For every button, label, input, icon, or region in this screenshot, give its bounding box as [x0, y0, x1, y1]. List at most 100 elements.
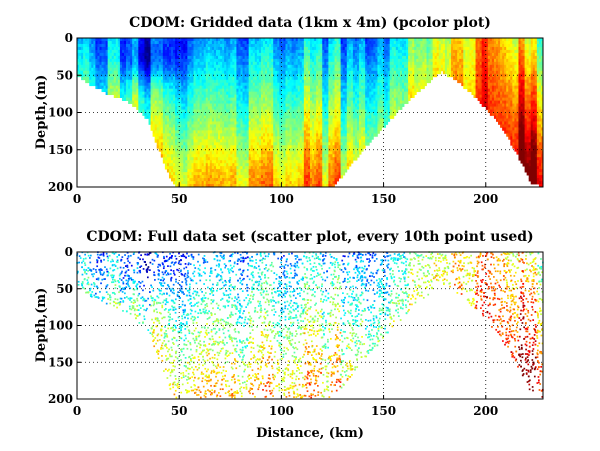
- pcolor-cell: [218, 133, 221, 137]
- pcolor-cell: [130, 79, 133, 84]
- pcolor-cell: [199, 49, 203, 54]
- pcolor-cell: [320, 166, 323, 170]
- pcolor-cell: [262, 100, 266, 104]
- pcolor-cell: [240, 181, 243, 185]
- pcolor-cell: [312, 130, 315, 134]
- pcolor-cell: [326, 49, 329, 54]
- pcolor-cell: [117, 91, 121, 96]
- pcolor-cell: [115, 49, 119, 54]
- pcolor-cell: [173, 100, 176, 104]
- pcolor-cell: [85, 55, 88, 60]
- pcolor-cell: [281, 82, 284, 87]
- pcolor-cell: [230, 91, 233, 96]
- pcolor-cell: [205, 109, 209, 113]
- pcolor-cell: [299, 79, 303, 84]
- pcolor-cell: [168, 133, 172, 137]
- pcolor-cell: [240, 151, 243, 155]
- pcolor-cell: [328, 40, 331, 45]
- pcolor-cell: [191, 40, 194, 45]
- pcolor-cell: [307, 133, 311, 137]
- pcolor-cell: [283, 100, 286, 104]
- pcolor-cell: [226, 67, 229, 72]
- pcolor-cell: [287, 38, 290, 42]
- pcolor-cell: [97, 55, 100, 60]
- pcolor-cell: [275, 61, 278, 66]
- pcolor-cell: [328, 85, 331, 90]
- pcolor-cell: [162, 46, 166, 51]
- pcolor-cell: [301, 76, 305, 81]
- pcolor-cell: [232, 79, 235, 84]
- pcolor-cell: [115, 76, 119, 81]
- pcolor-cell: [142, 106, 145, 110]
- pcolor-cell: [185, 85, 188, 90]
- pcolor-cell: [93, 43, 96, 48]
- pcolor-cell: [254, 175, 258, 179]
- pcolor-cell: [146, 88, 149, 93]
- pcolor-cell: [111, 67, 115, 72]
- pcolor-cell: [201, 166, 205, 170]
- pcolor-cell: [303, 175, 307, 179]
- pcolor-cell: [144, 55, 147, 60]
- pcolor-cell: [238, 106, 241, 110]
- pcolor-cell: [326, 166, 329, 170]
- pcolor-cell: [226, 91, 229, 96]
- pcolor-cell: [320, 88, 323, 93]
- pcolor-cell: [156, 106, 160, 110]
- pcolor-cell: [250, 79, 254, 84]
- pcolor-cell: [271, 121, 274, 125]
- pcolor-cell: [211, 142, 215, 146]
- pcolor-cell: [162, 40, 166, 45]
- pcolor-cell: [271, 166, 274, 170]
- pcolor-cell: [240, 133, 243, 137]
- pcolor-cell: [244, 130, 248, 134]
- pcolor-cell: [322, 157, 325, 161]
- pcolor-cell: [150, 124, 154, 128]
- pcolor-cell: [324, 109, 327, 113]
- pcolor-cell: [279, 55, 282, 60]
- pcolor-cell: [209, 79, 213, 84]
- pcolor-cell: [285, 79, 288, 84]
- pcolor-cell: [242, 172, 245, 176]
- pcolor-cell: [250, 100, 254, 104]
- pcolor-cell: [234, 88, 237, 93]
- pcolor-cell: [260, 85, 264, 90]
- pcolor-cell: [228, 79, 231, 84]
- pcolor-cell: [310, 145, 313, 149]
- pcolor-cell: [314, 73, 317, 78]
- pcolor-cell: [207, 97, 211, 101]
- pcolor-cell: [201, 82, 205, 87]
- pcolor-cell: [207, 112, 211, 116]
- pcolor-cell: [171, 88, 174, 93]
- pcolor-cell: [124, 38, 127, 42]
- pcolor-cell: [322, 55, 325, 60]
- pcolor-cell: [275, 160, 278, 164]
- pcolor-cell: [271, 76, 274, 81]
- pcolor-cell: [175, 130, 178, 134]
- pcolor-cell: [179, 52, 182, 57]
- pcolor-cell: [287, 124, 290, 128]
- pcolor-cell: [299, 181, 303, 185]
- pcolor-cell: [185, 172, 188, 176]
- pcolor-cell: [138, 67, 141, 72]
- pcolor-cell: [205, 163, 209, 167]
- pcolor-cell: [297, 38, 301, 42]
- pcolor-cell: [103, 73, 107, 78]
- pcolor-cell: [314, 169, 317, 173]
- pcolor-cell: [324, 88, 327, 93]
- pcolor-cell: [226, 181, 229, 185]
- pcolor-cell: [289, 94, 292, 98]
- pcolor-cell: [205, 112, 209, 116]
- pcolor-cell: [293, 91, 297, 96]
- pcolor-cell: [199, 55, 203, 60]
- pcolor-cell: [324, 130, 327, 134]
- pcolor-cell: [168, 61, 172, 66]
- pcolor-cell: [156, 145, 160, 149]
- pcolor-cell: [236, 136, 239, 140]
- pcolor-cell: [230, 61, 233, 66]
- pcolor-cell: [265, 184, 268, 188]
- pcolor-cell: [314, 97, 317, 101]
- pcolor-cell: [307, 85, 311, 90]
- pcolor-cell: [262, 151, 266, 155]
- pcolor-cell: [220, 127, 223, 131]
- pcolor-cell: [189, 142, 192, 146]
